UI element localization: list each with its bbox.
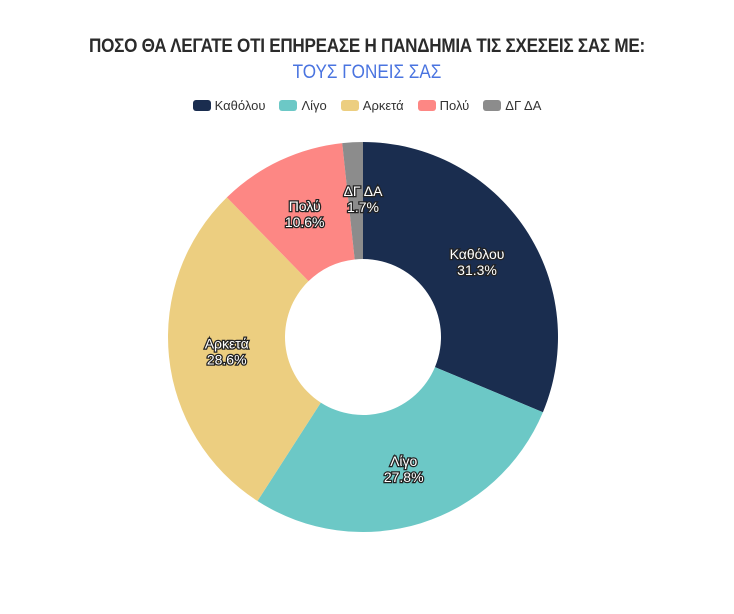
slice-name-label: Καθόλου xyxy=(450,246,505,262)
legend-swatch xyxy=(279,100,298,111)
legend-label: Πολύ xyxy=(439,98,470,113)
legend-item[interactable]: Αρκετά xyxy=(340,98,404,113)
slice-name-label: ΔΓ ΔΑ xyxy=(344,183,384,199)
legend-item[interactable]: ΔΓ ΔΑ xyxy=(483,98,541,113)
slice-value-label: 28.6% xyxy=(207,352,247,368)
legend: Καθόλου Λίγο Αρκετά Πολύ ΔΓ ΔΑ xyxy=(0,98,734,113)
legend-label: ΔΓ ΔΑ xyxy=(505,98,542,113)
slice-value-label: 1.7% xyxy=(347,199,379,215)
legend-item[interactable]: Καθόλου xyxy=(192,98,266,113)
slice-value-label: 10.6% xyxy=(285,214,325,230)
legend-label: Λίγο xyxy=(301,98,327,113)
legend-swatch xyxy=(340,100,359,111)
slice-name-label: Λίγο xyxy=(390,453,417,469)
slice-value-label: 31.3% xyxy=(457,262,497,278)
legend-label: Καθόλου xyxy=(214,98,266,113)
chart-title: ΠΟΣΟ ΘΑ ΛΕΓΑΤΕ ΟΤΙ ΕΠΗΡΕΑΣΕ Η ΠΑΝΔΗΜΙΑ Τ… xyxy=(89,36,645,57)
legend-swatch xyxy=(483,100,502,111)
legend-label: Αρκετά xyxy=(362,98,404,113)
slice-value-label: 27.8% xyxy=(384,469,424,485)
slice[interactable] xyxy=(342,142,363,260)
legend-item[interactable]: Λίγο xyxy=(279,98,327,113)
slice[interactable] xyxy=(168,197,321,501)
legend-swatch xyxy=(192,100,211,111)
slice-name-label: Αρκετά xyxy=(205,336,249,352)
slice[interactable] xyxy=(257,367,543,532)
chart-subtitle: ΤΟΥΣ ΓΟΝΕΙΣ ΣΑΣ xyxy=(292,62,442,83)
legend-swatch xyxy=(417,100,436,111)
slice[interactable] xyxy=(363,142,558,413)
legend-item[interactable]: Πολύ xyxy=(417,98,470,113)
slice[interactable] xyxy=(226,143,355,282)
slice-name-label: Πολύ xyxy=(289,198,321,214)
